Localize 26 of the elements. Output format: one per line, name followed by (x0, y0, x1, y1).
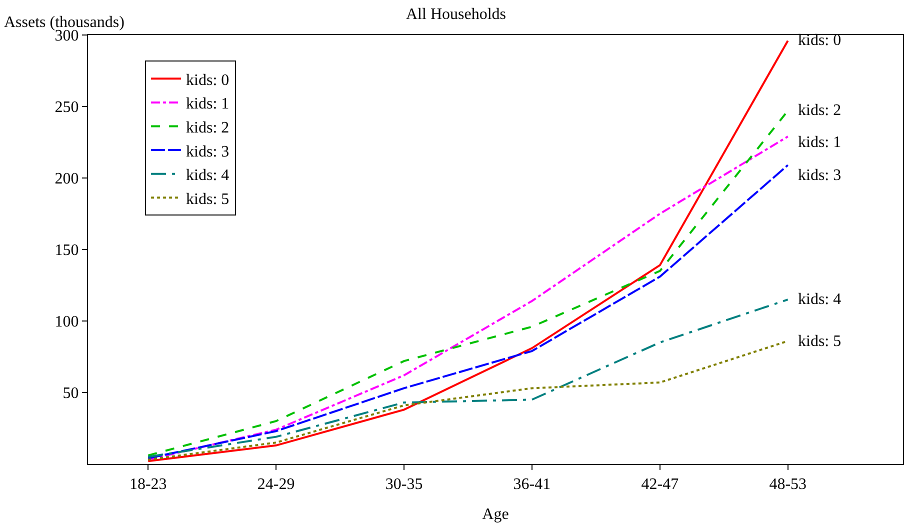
line-series (147, 298, 789, 458)
x-tick-label: 18-23 (129, 476, 167, 494)
x-tick-label: 24-29 (257, 476, 295, 494)
x-tick-label: 48-53 (769, 476, 807, 494)
y-tick-label: 100 (54, 314, 79, 331)
y-tick-label: 200 (54, 170, 79, 188)
y-tick-label: 50 (62, 385, 79, 402)
line-series (147, 40, 789, 462)
legend-label: kids: 1 (186, 96, 230, 113)
legend-label: kids: 2 (186, 119, 230, 136)
legend-label: kids: 3 (186, 143, 230, 160)
legend-label: kids: 0 (186, 72, 230, 89)
legend-label: kids: 4 (186, 167, 230, 184)
text: kids: 2 (798, 102, 842, 119)
text: kids: 5 (798, 333, 842, 350)
text: kids: 4 (798, 291, 842, 308)
text: kids: 1 (798, 134, 842, 151)
legend-label: kids: 5 (186, 190, 230, 208)
x-tick-label: 42-47 (641, 476, 679, 494)
x-axis-title: Age (482, 506, 509, 523)
x-tick-label: 30-35 (385, 476, 423, 494)
chart-title: All Households (406, 6, 506, 24)
text: kids: 3 (798, 167, 842, 184)
y-tick-label: 150 (54, 242, 79, 260)
x-tick-label: 36-41 (513, 476, 551, 494)
y-tick-label: 250 (54, 99, 79, 116)
